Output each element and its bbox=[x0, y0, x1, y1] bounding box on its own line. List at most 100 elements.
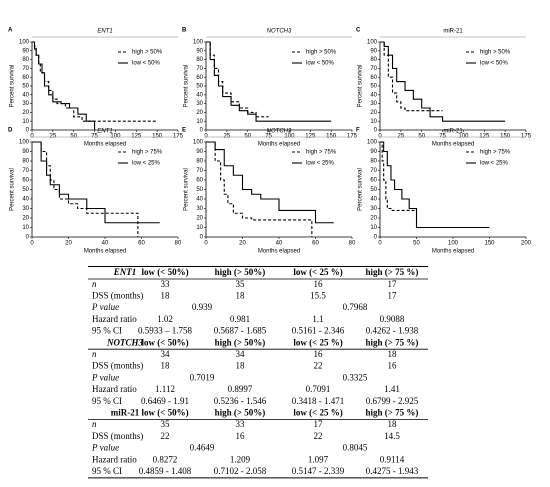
column-header: high (> 50%) bbox=[215, 267, 266, 277]
panel-letter: F bbox=[356, 128, 360, 134]
cell: 18 bbox=[161, 361, 171, 371]
y-tick-label: 0 bbox=[26, 235, 30, 241]
row-label: P value bbox=[91, 372, 119, 382]
y-tick-label: 100 bbox=[19, 140, 30, 146]
panel-title: NOTCH3 bbox=[267, 129, 292, 135]
panel-title: ENT1 bbox=[97, 29, 112, 35]
y-tick-label: 40 bbox=[370, 197, 377, 203]
cell: 0.5147 - 2.339 bbox=[292, 466, 345, 476]
x-tick-label: 0 bbox=[30, 241, 34, 247]
y-tick-label: 80 bbox=[370, 159, 377, 165]
y-tick-label: 10 bbox=[370, 225, 377, 231]
y-tick-label: 90 bbox=[196, 149, 203, 155]
y-tick-label: 30 bbox=[22, 206, 29, 212]
y-tick-label: 100 bbox=[19, 40, 30, 46]
x-tick-label: 100 bbox=[110, 134, 121, 140]
x-tick-label: 0 bbox=[204, 241, 208, 247]
x-tick-label: 125 bbox=[305, 134, 316, 140]
legend-label: low < 25% bbox=[306, 161, 335, 167]
cell: 0.8045 bbox=[343, 443, 368, 453]
cell: 0.5687 - 1.685 bbox=[214, 326, 267, 336]
cell: 0.939 bbox=[192, 302, 213, 312]
cell: 0.7091 bbox=[306, 384, 331, 394]
panel-title: ENT1 bbox=[97, 129, 112, 135]
y-tick-label: 70 bbox=[196, 168, 203, 174]
cell: 33 bbox=[236, 419, 246, 429]
cell: 22 bbox=[161, 431, 170, 441]
survival-curve bbox=[380, 41, 506, 122]
y-tick-label: 20 bbox=[196, 110, 203, 116]
cell: 17 bbox=[314, 419, 324, 429]
y-tick-label: 80 bbox=[22, 159, 29, 165]
cell: 17 bbox=[388, 279, 398, 289]
legend-label: high > 75% bbox=[132, 150, 163, 156]
x-axis-label: Months elapsed bbox=[84, 249, 126, 255]
column-header: low (< 50%) bbox=[141, 337, 188, 347]
cell: 17 bbox=[388, 290, 398, 300]
x-tick-label: 0 bbox=[378, 134, 382, 140]
cell: 0.3325 bbox=[343, 372, 368, 382]
x-tick-label: 40 bbox=[102, 241, 109, 247]
y-axis-label: Percent survival bbox=[10, 65, 16, 108]
y-tick-label: 0 bbox=[374, 235, 378, 241]
cell: 16 bbox=[314, 349, 324, 359]
y-tick-label: 20 bbox=[370, 216, 377, 222]
cell: 34 bbox=[236, 349, 246, 359]
cell: 0.4262 - 1.938 bbox=[366, 326, 419, 336]
x-tick-label: 20 bbox=[65, 241, 72, 247]
y-tick-label: 40 bbox=[370, 92, 377, 98]
cell: 0.6799 - 2.925 bbox=[366, 396, 419, 406]
x-tick-label: 150 bbox=[500, 134, 511, 140]
y-tick-label: 100 bbox=[367, 140, 378, 146]
cell: 0.7968 bbox=[343, 302, 368, 312]
cell: 15.5 bbox=[310, 290, 326, 300]
cell: 33 bbox=[161, 279, 171, 289]
row-label: n bbox=[92, 349, 97, 359]
y-tick-label: 90 bbox=[22, 48, 29, 54]
panel-letter: B bbox=[182, 28, 187, 34]
x-tick-label: 60 bbox=[138, 241, 145, 247]
row-label: 95 % CI bbox=[92, 466, 122, 476]
y-tick-label: 50 bbox=[370, 84, 377, 90]
x-tick-label: 0 bbox=[378, 241, 382, 247]
cell: 14.5 bbox=[384, 431, 400, 441]
x-tick-label: 150 bbox=[326, 134, 337, 140]
x-tick-label: 0 bbox=[30, 134, 34, 140]
cell: 1.02 bbox=[157, 314, 173, 324]
y-tick-label: 90 bbox=[370, 149, 377, 155]
survival-curve bbox=[32, 141, 160, 224]
column-header: low (< 50%) bbox=[141, 267, 188, 277]
x-tick-label: 40 bbox=[276, 241, 283, 247]
column-header: high (> 75 %) bbox=[366, 337, 419, 347]
cell: 16 bbox=[388, 361, 398, 371]
y-tick-label: 50 bbox=[22, 84, 29, 90]
x-tick-label: 100 bbox=[284, 134, 295, 140]
row-label: n bbox=[92, 419, 97, 429]
y-tick-label: 10 bbox=[196, 225, 203, 231]
cell: 34 bbox=[161, 349, 171, 359]
panel-title: miR-21 bbox=[443, 29, 463, 35]
cell: 18 bbox=[388, 419, 398, 429]
y-tick-label: 60 bbox=[22, 75, 29, 81]
y-tick-label: 60 bbox=[22, 178, 29, 184]
cell: 35 bbox=[161, 419, 171, 429]
y-tick-label: 20 bbox=[370, 110, 377, 116]
y-tick-label: 60 bbox=[196, 178, 203, 184]
cell: 16 bbox=[314, 279, 324, 289]
x-tick-label: 80 bbox=[349, 241, 356, 247]
y-tick-label: 0 bbox=[200, 235, 204, 241]
column-header: high (> 75 %) bbox=[366, 407, 419, 417]
panel-title: NOTCH3 bbox=[267, 29, 292, 35]
legend-label: low < 50% bbox=[306, 61, 335, 67]
row-label: Hazard ratio bbox=[92, 314, 137, 324]
y-axis-label: Percent survival bbox=[358, 168, 364, 211]
x-tick-label: 75 bbox=[91, 134, 98, 140]
section-title: NOTCH3 bbox=[106, 337, 144, 347]
y-tick-label: 20 bbox=[22, 216, 29, 222]
x-tick-label: 175 bbox=[347, 134, 358, 140]
x-tick-label: 100 bbox=[448, 241, 459, 247]
row-label: DSS (months) bbox=[92, 431, 143, 441]
cell: 22 bbox=[314, 431, 323, 441]
